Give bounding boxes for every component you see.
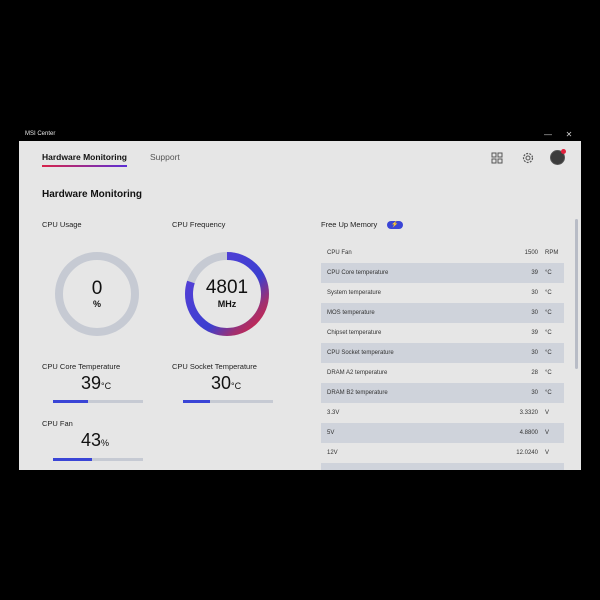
- sensor-value: 39: [531, 330, 538, 336]
- sensor-name: CPU Core temperature: [327, 270, 389, 276]
- cpu-frequency-value: 4801: [205, 277, 249, 298]
- table-row: 3.3V 3.3320 V: [321, 403, 564, 423]
- table-row: CPU Core1.3000V: [321, 463, 564, 470]
- sensor-table: CPU Fan 1500 RPM CPU Core temperature 39 °C Sy…: [321, 243, 564, 470]
- sensor-unit: °C: [545, 390, 552, 396]
- cpu-usage-gauge: [55, 252, 139, 336]
- cpu-socket-temp-value: 30°C: [211, 373, 242, 393]
- sensor-value: 39: [531, 270, 538, 276]
- title-bar: MSI Center — ✕: [19, 128, 581, 141]
- cpu-usage-label: CPU Usage: [42, 220, 82, 229]
- cpu-usage-unit: %: [92, 299, 101, 309]
- table-row: System temperature 30 °C: [321, 283, 564, 303]
- scrollbar[interactable]: [575, 219, 578, 369]
- sensor-unit: °C: [545, 330, 552, 336]
- tab-support[interactable]: Support: [150, 152, 180, 162]
- cpu-socket-temp-bar: [183, 400, 273, 403]
- notification-dot: [561, 149, 566, 154]
- cpu-core-temp-value: 39°C: [81, 373, 112, 393]
- tab-hardware-monitoring[interactable]: Hardware Monitoring: [42, 152, 128, 167]
- table-row: MOS temperature 30 °C: [321, 303, 564, 323]
- cpu-fan-label: CPU Fan: [42, 419, 73, 428]
- free-memory-button[interactable]: ⚡: [387, 221, 403, 229]
- cpu-frequency-arc: [185, 252, 269, 336]
- cpu-core-temp-label: CPU Core Temperature: [42, 362, 121, 371]
- cpu-frequency-gauge: [185, 252, 269, 336]
- grid-icon[interactable]: [489, 150, 505, 166]
- cpu-fan-value: 43%: [81, 430, 110, 450]
- table-row: CPU Fan 1500 RPM: [321, 243, 564, 263]
- window-title: MSI Center: [25, 131, 56, 137]
- cpu-fan-bar-fill: [53, 458, 92, 461]
- page-title: Hardware Monitoring: [42, 189, 143, 200]
- sensor-unit: °C: [545, 310, 552, 316]
- cpu-usage-value: 0: [91, 278, 103, 299]
- app-window: MSI Center — ✕ Hardware Monitoring Suppo…: [19, 128, 581, 470]
- cpu-socket-temp-label: CPU Socket Temperature: [172, 362, 257, 371]
- sensor-value: 1500: [524, 250, 538, 256]
- sensor-name: Chipset temperature: [327, 330, 382, 336]
- table-row: 12V 12.0240 V: [321, 443, 564, 463]
- table-row: CPU Socket temperature 30 °C: [321, 343, 564, 363]
- sensor-name: 12V: [327, 450, 338, 456]
- sensor-unit: °C: [545, 290, 552, 296]
- sensor-value: 30: [531, 350, 538, 356]
- main-content: Hardware Monitoring Support Hardware Mon…: [19, 141, 581, 470]
- gear-icon[interactable]: [520, 150, 536, 166]
- sensor-unit: °C: [545, 350, 552, 356]
- sensor-unit: V: [545, 450, 550, 456]
- sensor-unit: V: [545, 430, 550, 436]
- sensor-value: 30: [531, 310, 538, 316]
- cpu-fan-bar: [53, 458, 143, 461]
- sensor-value: 4.8800: [519, 430, 538, 436]
- cpu-core-temp-bar: [53, 400, 143, 403]
- sensor-name: CPU Socket temperature: [327, 350, 394, 356]
- sensor-unit: V: [545, 410, 550, 416]
- sensor-unit: °C: [545, 370, 552, 376]
- sensor-name: 5V: [327, 430, 335, 436]
- table-row: DRAM A2 temperature 28 °C: [321, 363, 564, 383]
- close-button[interactable]: ✕: [565, 130, 573, 139]
- cpu-core-temp-bar-fill: [53, 400, 89, 403]
- table-row: DRAM B2 temperature 30 °C: [321, 383, 564, 403]
- sensor-value: 3.3320: [519, 410, 538, 416]
- sensor-value: 30: [531, 390, 538, 396]
- sensor-name: 3.3V: [327, 410, 340, 416]
- table-row: 5V 4.8800 V: [321, 423, 564, 443]
- table-row: CPU Core temperature 39 °C: [321, 263, 564, 283]
- sensor-value: 28: [531, 370, 538, 376]
- table-row: Chipset temperature 39 °C: [321, 323, 564, 343]
- sensor-name: DRAM A2 temperature: [327, 370, 388, 376]
- sensor-name: MOS temperature: [327, 310, 375, 316]
- cpu-frequency-label: CPU Frequency: [172, 220, 226, 229]
- cpu-frequency-unit: MHz: [217, 299, 237, 309]
- free-memory-label: Free Up Memory: [321, 220, 378, 229]
- cpu-socket-temp-bar-fill: [183, 400, 210, 403]
- sensor-value: 12.0240: [516, 450, 538, 456]
- sensor-name: DRAM B2 temperature: [327, 390, 388, 396]
- minimize-button[interactable]: —: [544, 130, 552, 139]
- sensor-unit: RPM: [545, 250, 559, 256]
- avatar[interactable]: [550, 149, 566, 165]
- sensor-name: System temperature: [327, 290, 382, 296]
- sensor-name: CPU Fan: [327, 250, 352, 256]
- sensor-value: 30: [531, 290, 538, 296]
- sensor-unit: °C: [545, 270, 552, 276]
